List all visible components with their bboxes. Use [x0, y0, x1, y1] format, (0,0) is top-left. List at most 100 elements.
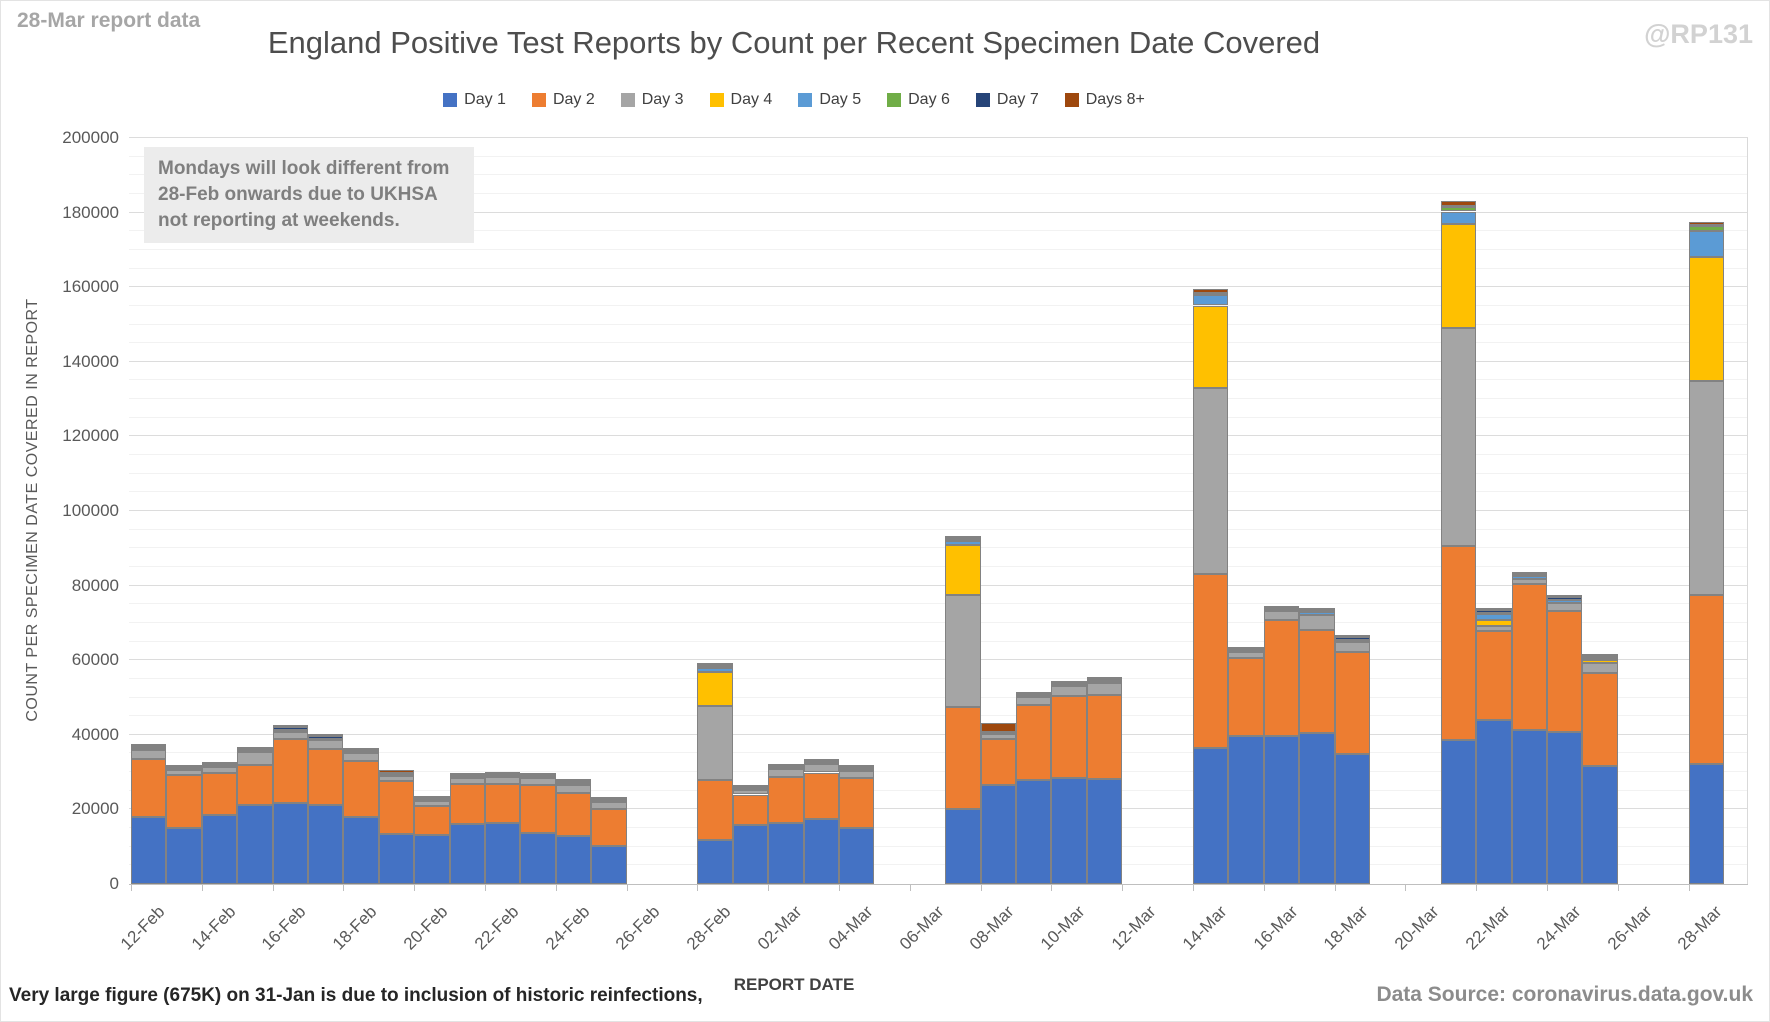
- minor-gridline: [129, 752, 1748, 754]
- minor-gridline: [129, 845, 1748, 847]
- minor-gridline: [129, 323, 1748, 325]
- major-gridline: [129, 137, 1748, 138]
- x-axis-tick: [1617, 884, 1619, 891]
- bar-segment-day-3: [201, 767, 238, 774]
- bar-segment-days-8-: [131, 744, 167, 747]
- bar-segment-day-3: [1334, 642, 1370, 653]
- bar-segment-day-4: [1688, 257, 1724, 381]
- bar-segment-days-8-: [1193, 289, 1229, 293]
- bar-segment-day-5: [1440, 211, 1477, 224]
- x-axis-tick-label: 18-Mar: [1320, 902, 1372, 954]
- bar-segment-day-7: [1547, 596, 1583, 600]
- legend-item-day-4: Day 4: [709, 91, 772, 109]
- bar-segment-day-2: [237, 764, 273, 805]
- legend-swatch: [975, 93, 990, 107]
- legend-swatch: [709, 93, 724, 107]
- bar-segment-days-8-: [591, 796, 627, 799]
- x-axis-tick: [1051, 884, 1053, 891]
- bar-segment-day-5: [945, 541, 981, 546]
- bar-segment-day-3: [414, 801, 450, 807]
- minor-gridline: [129, 174, 1748, 176]
- legend-label: Day 2: [552, 91, 595, 108]
- bar-segment-days-8-: [945, 535, 981, 538]
- bar-segment-day-5: [1193, 295, 1229, 306]
- bar-segment-day-7: [237, 748, 273, 751]
- major-gridline: [129, 733, 1748, 735]
- x-axis-tick: [980, 884, 982, 891]
- major-gridline: [129, 286, 1748, 288]
- report-date-tag: 28-Mar report data: [17, 9, 201, 32]
- bar-segment-day-2: [591, 808, 627, 847]
- x-axis-tick: [201, 884, 203, 891]
- bar-segment-day-4: [1476, 619, 1512, 626]
- bar-segment-day-1: [1334, 753, 1370, 884]
- bar-segment-days-8-: [803, 758, 839, 761]
- bar-segment-days-8-: [308, 734, 344, 737]
- bar-segment-days-8-: [449, 773, 485, 776]
- bar-segment-day-5: [1688, 230, 1724, 258]
- minor-gridline: [129, 789, 1748, 791]
- minor-gridline: [129, 528, 1748, 530]
- bar-segment-day-1: [732, 825, 769, 884]
- bar-segment-day-3: [343, 753, 379, 761]
- bar-segment-day-1: [555, 836, 592, 884]
- minor-gridline: [129, 827, 1748, 829]
- bar-segment-day-7: [272, 727, 308, 730]
- major-gridline: [129, 659, 1748, 661]
- bar-segment-day-1: [166, 827, 202, 884]
- minor-gridline: [129, 230, 1748, 232]
- bar-segment-day-5: [237, 750, 273, 753]
- bar-segment-day-2: [485, 784, 521, 823]
- legend-label: Day 3: [641, 91, 684, 108]
- x-axis-tick: [1193, 884, 1194, 891]
- x-axis-tick-label: 24-Feb: [541, 902, 593, 954]
- bar-segment-day-7: [697, 664, 733, 667]
- bar-segment-days-8-: [732, 785, 769, 788]
- minor-gridline: [129, 267, 1748, 269]
- bar-segment-day-1: [272, 803, 308, 884]
- x-axis-tick-label: 08-Mar: [966, 902, 1018, 954]
- bar-segment-day-1: [485, 822, 521, 884]
- bar-segment-day-2: [1051, 696, 1087, 778]
- legend-swatch: [443, 93, 458, 107]
- bar-segment-day-2: [1547, 610, 1583, 733]
- bar-segment-days-8-: [1476, 607, 1512, 610]
- x-axis-tick: [131, 884, 132, 891]
- data-source: Data Source: coronavirus.data.gov.uk: [1376, 983, 1753, 1006]
- legend-swatch: [798, 93, 813, 107]
- bar-segment-day-1: [1440, 740, 1477, 884]
- x-axis-tick: [1476, 884, 1478, 891]
- bar-segment-day-4: [697, 671, 733, 707]
- minor-gridline: [129, 864, 1748, 866]
- bar-segment-days-8-: [1228, 647, 1264, 650]
- bar-segment-day-7: [1299, 609, 1335, 613]
- bar-segment-days-8-: [237, 746, 273, 749]
- x-axis-tick-label: 22-Feb: [470, 902, 523, 954]
- x-axis-tick: [343, 884, 345, 891]
- y-axis-tick-label: 100000: [62, 501, 119, 520]
- bar-segment-day-2: [1334, 652, 1370, 754]
- bar-segment-days-8-: [1263, 605, 1300, 608]
- bar-segment-day-1: [1299, 732, 1335, 884]
- y-axis-tick-label: 140000: [62, 351, 119, 371]
- bar-segment-day-7: [1086, 678, 1123, 682]
- bar-segment-day-4: [1582, 659, 1618, 663]
- legend-swatch: [1064, 93, 1079, 107]
- bar-segment-day-7: [1051, 682, 1087, 685]
- y-axis-tick-label: 80000: [71, 575, 119, 595]
- bar-segment-day-1: [201, 815, 238, 884]
- annotation-line: Mondays will look different from: [158, 158, 450, 179]
- bar-segment-day-3: [1051, 685, 1087, 697]
- bar-segment-day-5: [1476, 613, 1512, 620]
- bar-segment-day-7: [1263, 607, 1300, 610]
- x-axis-line: [129, 884, 1748, 885]
- bar-segment-day-1: [378, 833, 415, 884]
- minor-gridline: [129, 771, 1748, 773]
- bar-segment-day-1: [1228, 735, 1264, 884]
- bar-segment-days-8-: [343, 747, 379, 750]
- bar-segment-day-3: [1016, 696, 1052, 706]
- bar-segment-day-2: [1688, 595, 1724, 765]
- annotation-box: Mondays will look different from 28-Feb o…: [144, 147, 474, 243]
- bar-segment-day-1: [308, 804, 344, 884]
- bar-segment-days-8-: [1547, 594, 1583, 597]
